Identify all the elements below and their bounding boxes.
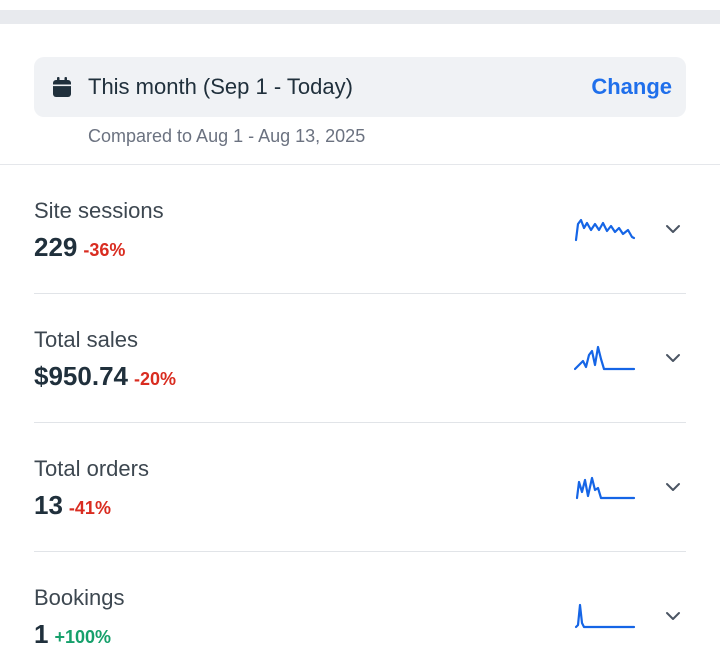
- header-divider: [0, 164, 720, 165]
- metric-label: Total sales: [34, 327, 138, 352]
- metric-row-total-sales[interactable]: Total sales $950.74 -20%: [34, 295, 686, 423]
- metric-value: 1: [34, 619, 49, 649]
- row-divider: [34, 551, 686, 552]
- sparkline-chart: [574, 218, 636, 242]
- metric-label: Total orders: [34, 456, 149, 481]
- metric-value-row: 229 -36%: [34, 232, 125, 263]
- sparkline-chart: [574, 603, 636, 629]
- row-divider: [34, 293, 686, 294]
- metric-value: 13: [34, 490, 63, 520]
- metric-row-total-orders[interactable]: Total orders 13 -41%: [34, 424, 686, 552]
- metric-value-row: 1 +100%: [34, 619, 111, 650]
- calendar-icon: [52, 76, 74, 98]
- top-scroll-strip: [0, 10, 720, 24]
- metric-label: Bookings: [34, 585, 125, 610]
- sparkline-chart: [575, 476, 636, 500]
- metric-value: $950.74: [34, 361, 128, 391]
- date-range-label: This month (Sep 1 - Today): [88, 74, 353, 99]
- metric-value-row: $950.74 -20%: [34, 361, 176, 392]
- date-range-selector[interactable]: This month (Sep 1 - Today) Change: [34, 57, 686, 117]
- metric-delta: +100%: [54, 627, 112, 647]
- metric-delta: -41%: [68, 498, 111, 518]
- chevron-down-icon[interactable]: [662, 347, 684, 369]
- chevron-down-icon[interactable]: [662, 605, 684, 627]
- metric-delta: -36%: [83, 240, 126, 260]
- metric-value: 229: [34, 232, 78, 262]
- chevron-down-icon[interactable]: [662, 218, 684, 240]
- change-date-range-button[interactable]: Change: [591, 74, 672, 99]
- metric-row-site-sessions[interactable]: Site sessions 229 -36%: [34, 166, 686, 294]
- sparkline-chart: [574, 345, 636, 371]
- metric-row-bookings[interactable]: Bookings 1 +100%: [34, 553, 686, 664]
- chevron-down-icon[interactable]: [662, 476, 684, 498]
- metric-label: Site sessions: [34, 198, 164, 223]
- row-divider: [34, 422, 686, 423]
- metric-delta: -20%: [133, 369, 177, 389]
- metric-value-row: 13 -41%: [34, 490, 111, 521]
- comparison-period-text: Compared to Aug 1 - Aug 13, 2025: [88, 126, 366, 146]
